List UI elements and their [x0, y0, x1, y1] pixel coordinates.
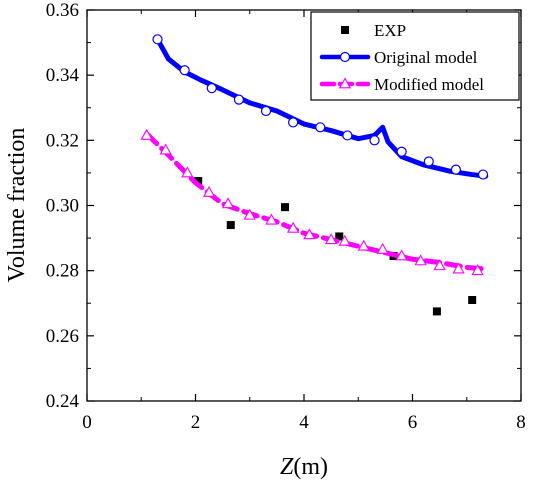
legend-marker-triangle — [338, 77, 352, 89]
data-point-circle — [369, 135, 380, 146]
data-point-triangle — [357, 239, 370, 251]
data-point-triangle — [159, 143, 172, 155]
legend-label: Modified model — [374, 75, 484, 94]
data-point-triangle — [414, 254, 427, 266]
data-point-circle — [477, 169, 489, 180]
data-point-circle — [233, 94, 244, 105]
data-point-square — [432, 307, 441, 316]
data-point-triangle — [286, 221, 300, 233]
data-point-square — [468, 295, 477, 304]
data-point-circle — [450, 164, 461, 175]
x-axis-label-italic: Z — [280, 454, 294, 480]
y-tick-label: 0.28 — [46, 261, 79, 282]
y-tick-label: 0.34 — [46, 65, 80, 86]
data-point-circle — [396, 146, 407, 157]
data-point-circle — [152, 34, 163, 45]
x-axis-label: Z(m) — [280, 454, 328, 480]
data-point-square — [335, 232, 344, 241]
x-tick-label: 8 — [516, 412, 526, 433]
data-point-triangle — [243, 208, 256, 220]
y-tick-label: 0.24 — [46, 391, 80, 412]
data-point-circle — [206, 83, 217, 94]
series-group — [140, 34, 489, 316]
legend-items: EXP Original model Modified model — [319, 21, 484, 94]
data-point-triangle — [181, 166, 194, 178]
data-point-circle — [342, 130, 353, 141]
data-point-triangle — [376, 242, 389, 254]
data-point-circle — [179, 65, 190, 76]
y-axis-label: Volume fraction — [4, 128, 30, 283]
series-line-modified-model — [144, 131, 489, 272]
legend: EXP Original model Modified model — [310, 11, 520, 101]
y-tick-label: 0.26 — [46, 326, 79, 347]
data-point-circle — [288, 117, 299, 128]
y-tick-label: 0.30 — [46, 196, 79, 217]
data-point-square — [194, 177, 203, 186]
data-point-circle — [423, 156, 434, 167]
legend-label: EXP — [374, 21, 406, 40]
data-point-square — [281, 203, 290, 212]
x-tick-label: 4 — [299, 412, 309, 433]
data-point-triangle — [265, 213, 278, 225]
data-point-triangle — [140, 128, 153, 140]
data-point-triangle — [395, 249, 408, 261]
data-point-triangle — [452, 262, 465, 274]
legend-label: Original model — [374, 48, 478, 67]
data-point-triangle — [303, 228, 316, 240]
data-point-triangle — [338, 234, 351, 246]
legend-marker-square — [341, 26, 349, 34]
y-tick-label: 0.32 — [46, 130, 79, 151]
data-point-triangle — [202, 185, 216, 197]
legend-marker-circle — [339, 51, 351, 63]
data-point-triangle — [433, 259, 446, 271]
x-axis-label-unit: (m) — [293, 454, 328, 480]
data-point-circle — [315, 122, 326, 133]
x-tick-label: 0 — [82, 412, 92, 433]
x-tick-label: 2 — [191, 412, 201, 433]
data-point-circle — [260, 105, 272, 117]
data-point-triangle — [324, 233, 338, 245]
data-point-triangle — [221, 197, 235, 209]
data-point-triangle — [471, 264, 484, 276]
data-point-square — [226, 221, 235, 230]
x-tick-label: 6 — [408, 412, 418, 433]
ticks-group: 0 2 4 6 8 0.24 0.26 0.28 0.30 0.32 0.34 0.36 — [46, 0, 526, 433]
y-tick-label: 0.36 — [46, 0, 79, 21]
